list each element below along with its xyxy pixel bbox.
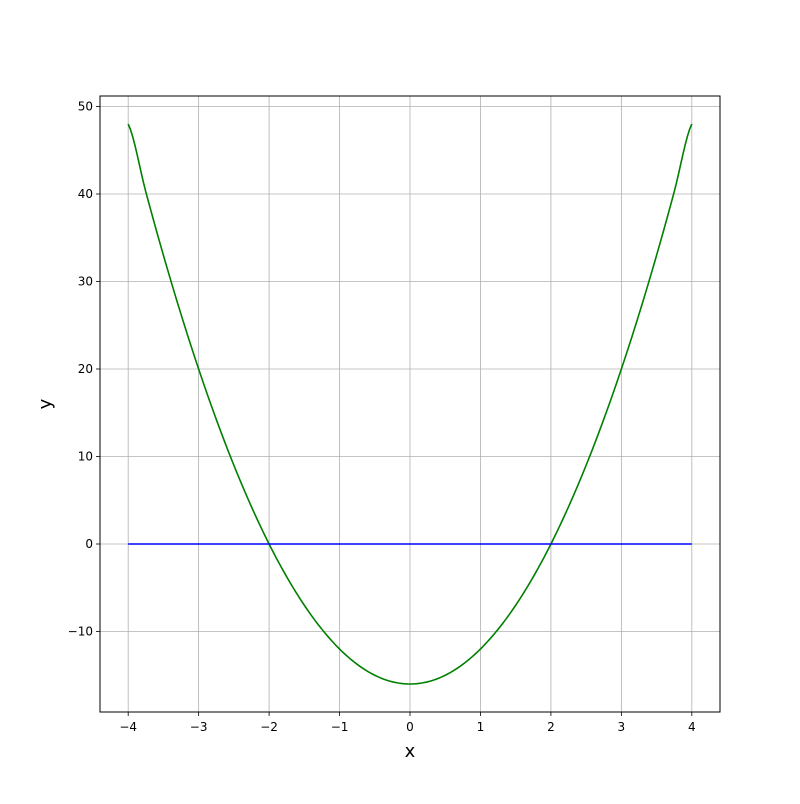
x-tick-label: 2: [547, 720, 555, 734]
y-tick-label: 10: [78, 450, 93, 464]
x-tick-label: 0: [406, 720, 414, 734]
y-tick-label: 30: [78, 275, 93, 289]
x-tick-label: 1: [477, 720, 485, 734]
x-tick-label: 3: [618, 720, 626, 734]
y-tick-label: −10: [68, 625, 93, 639]
grid: [100, 96, 720, 712]
x-tick-label: −4: [119, 720, 137, 734]
y-tick-label: 40: [78, 187, 93, 201]
x-tick-label: −2: [260, 720, 278, 734]
series-group: [127, 123, 693, 685]
x-tick-label: −1: [331, 720, 349, 734]
y-axis-label: y: [35, 398, 56, 409]
y-tick-label: 0: [85, 537, 93, 551]
x-axis-label: x: [405, 741, 416, 762]
y-tick-label: 50: [78, 100, 93, 114]
x-tick-label: −3: [190, 720, 208, 734]
y-tick-label: 20: [78, 362, 93, 376]
parabola-line: [127, 123, 693, 685]
x-tick-label: 4: [688, 720, 696, 734]
